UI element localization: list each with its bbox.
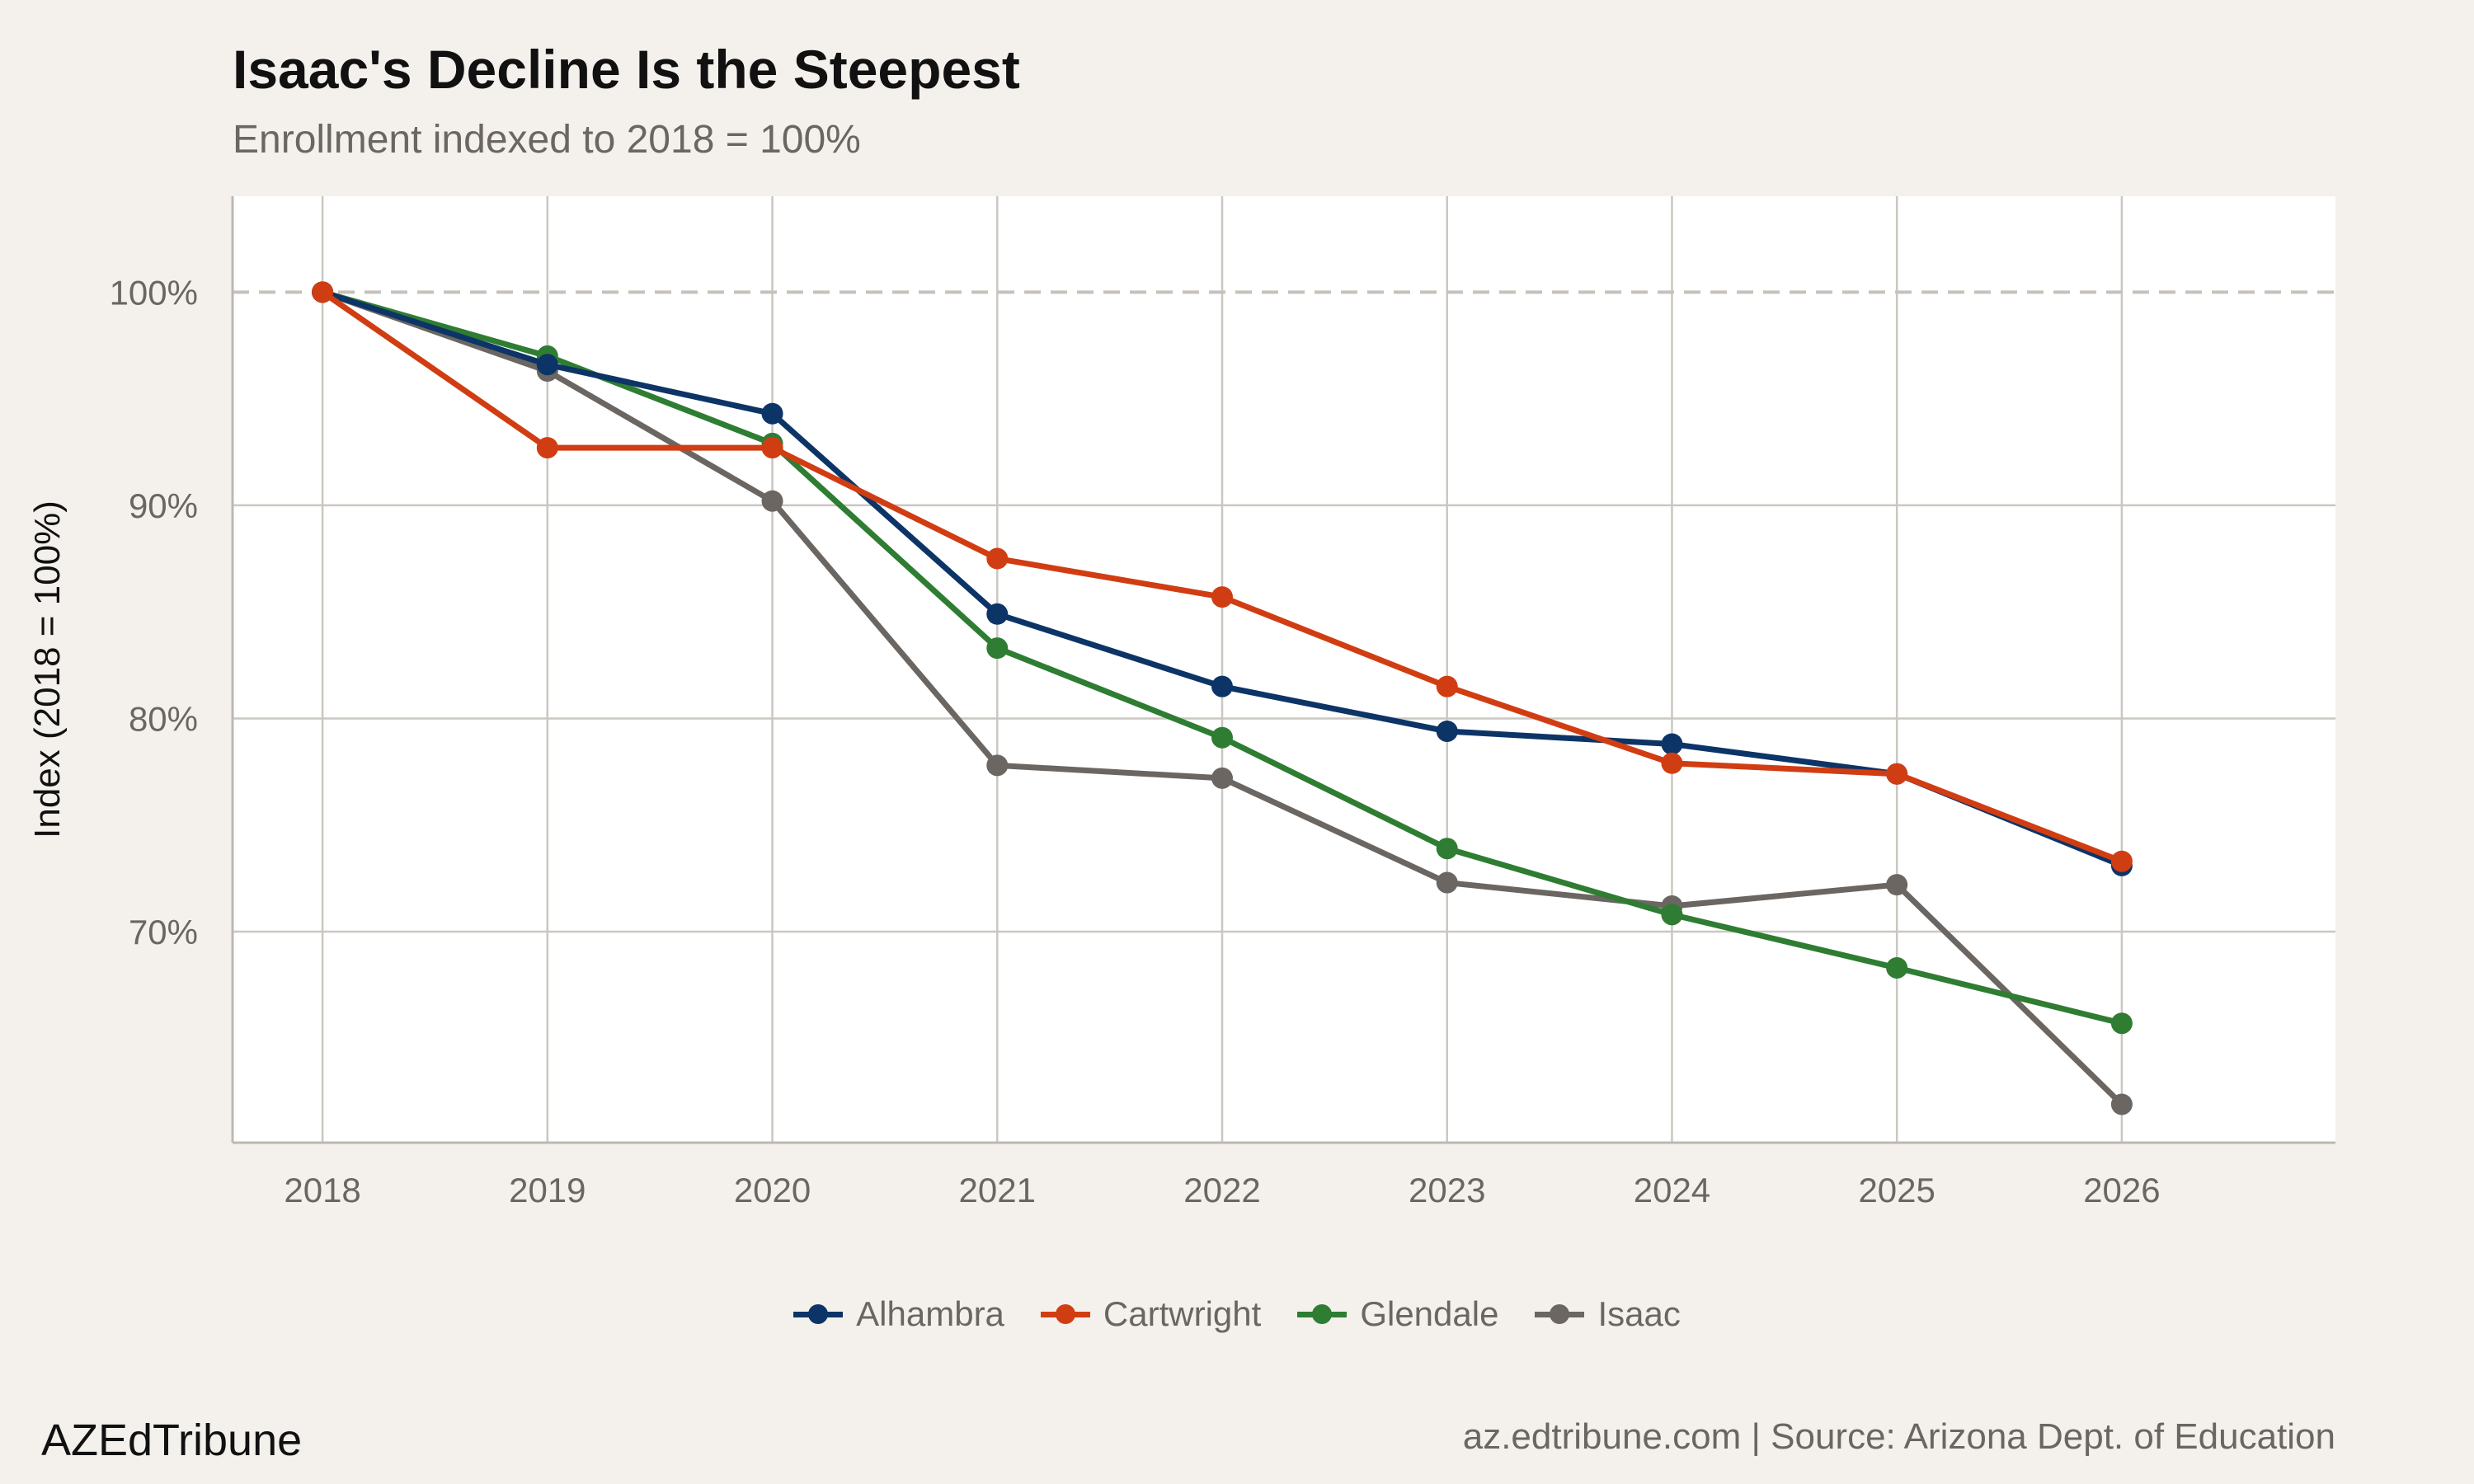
y-tick-label: 70% <box>129 913 198 951</box>
brand-logo-text: AZEdTribune <box>41 1416 303 1465</box>
data-point-glendale-2021 <box>986 637 1009 660</box>
data-point-alhambra-2022 <box>1211 675 1233 697</box>
data-point-alhambra-2020 <box>761 402 783 425</box>
legend-item-cartwright: Cartwright <box>1040 1294 1262 1334</box>
data-point-alhambra-2019 <box>536 354 558 376</box>
data-point-alhambra-2023 <box>1436 720 1458 742</box>
tick-labels: 2018 2019 2020 2021 2022 2023 2024 2025 2026 70% 8… <box>110 273 2161 1209</box>
data-point-cartwright-2026 <box>2110 850 2133 872</box>
data-point-isaac-2020 <box>761 490 783 512</box>
data-point-glendale-2026 <box>2110 1012 2133 1035</box>
chart-subtitle: Enrollment indexed to 2018 = 100% <box>233 118 861 162</box>
legend-item-glendale: Glendale <box>1297 1294 1498 1334</box>
data-point-glendale-2023 <box>1436 838 1458 860</box>
legend-key-alhambra <box>793 1298 844 1331</box>
data-point-cartwright-2025 <box>1886 763 1908 785</box>
series-cartwright <box>312 281 2133 872</box>
data-point-glendale-2024 <box>1661 904 1683 926</box>
x-tick-label: 2023 <box>1409 1171 1485 1209</box>
legend: Alhambra Cartwright Glendale Isaac <box>0 1294 2474 1334</box>
plot-panel <box>233 196 2335 1143</box>
x-tick-label: 2025 <box>1858 1171 1935 1209</box>
x-tick-label: 2020 <box>734 1171 811 1209</box>
data-point-cartwright-2022 <box>1211 586 1233 608</box>
chart-title: Isaac's Decline Is the Steepest <box>233 39 1020 100</box>
data-point-isaac-2025 <box>1886 874 1908 896</box>
y-tick-label: 100% <box>110 273 198 312</box>
data-point-isaac-2026 <box>2110 1093 2133 1115</box>
legend-key-isaac <box>1535 1298 1585 1331</box>
legend-item-alhambra: Alhambra <box>793 1294 1004 1334</box>
legend-key-cartwright <box>1040 1298 1090 1331</box>
legend-key-glendale <box>1297 1298 1348 1331</box>
data-point-cartwright-2020 <box>761 437 783 459</box>
x-tick-label: 2026 <box>2083 1171 2160 1209</box>
data-point-cartwright-2024 <box>1661 752 1683 774</box>
data-point-isaac-2022 <box>1211 767 1233 789</box>
x-tick-label: 2021 <box>959 1171 1036 1209</box>
legend-item-isaac: Isaac <box>1535 1294 1681 1334</box>
legend-label: Alhambra <box>856 1294 1004 1333</box>
data-point-cartwright-2021 <box>986 547 1009 570</box>
x-tick-label: 2019 <box>509 1171 586 1209</box>
x-tick-label: 2024 <box>1634 1171 1710 1209</box>
y-tick-label: 90% <box>129 486 198 525</box>
data-point-cartwright-2019 <box>536 437 558 459</box>
data-point-glendale-2025 <box>1886 956 1908 979</box>
data-point-alhambra-2024 <box>1661 733 1683 755</box>
x-tick-label: 2022 <box>1183 1171 1260 1209</box>
data-point-isaac-2023 <box>1436 871 1458 894</box>
series-layer <box>312 281 2133 1115</box>
data-point-alhambra-2021 <box>986 603 1009 625</box>
data-point-isaac-2021 <box>986 754 1009 777</box>
source-note: az.edtribune.com | Source: Arizona Dept.… <box>1462 1416 2335 1457</box>
x-tick-label: 2018 <box>284 1171 360 1209</box>
data-point-cartwright-2023 <box>1436 675 1458 697</box>
y-axis-title: Index (2018 = 100%) <box>27 500 68 838</box>
y-tick-label: 80% <box>129 699 198 738</box>
data-point-cartwright-2018 <box>312 281 334 303</box>
axes <box>231 196 2335 1144</box>
legend-label: Cartwright <box>1103 1294 1262 1333</box>
legend-label: Isaac <box>1597 1294 1681 1333</box>
legend-label: Glendale <box>1360 1294 1499 1333</box>
data-point-glendale-2022 <box>1211 726 1233 749</box>
